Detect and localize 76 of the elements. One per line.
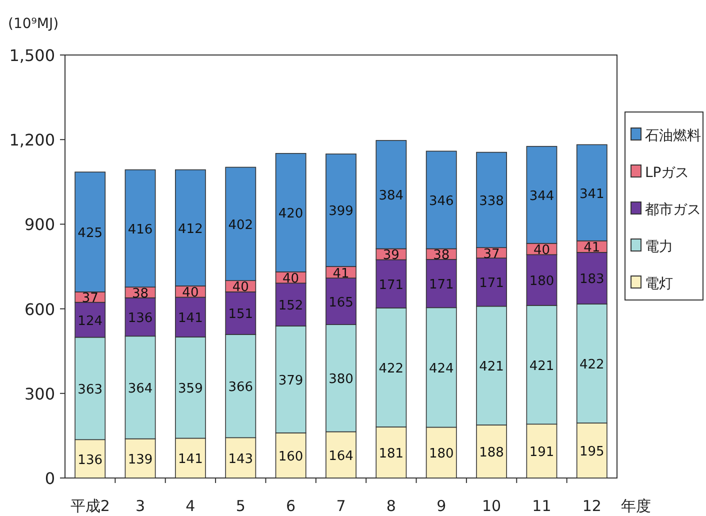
x-tick-label: 5 <box>236 497 246 515</box>
y-tick-label: 600 <box>24 300 55 319</box>
legend-label: 電灯 <box>645 276 673 292</box>
x-tick-label: 3 <box>136 497 146 515</box>
data-label: 40 <box>533 243 550 258</box>
x-tick-label: 平成2 <box>70 497 110 515</box>
data-label: 195 <box>579 444 604 460</box>
data-label: 379 <box>278 373 304 388</box>
data-label: 191 <box>529 445 554 460</box>
x-tick-label: 7 <box>336 497 346 515</box>
data-label: 402 <box>228 218 254 233</box>
data-label: 171 <box>428 278 454 293</box>
data-label: 364 <box>128 381 153 396</box>
data-label: 346 <box>428 194 454 209</box>
data-label: 39 <box>382 248 400 264</box>
data-label: 41 <box>332 266 350 282</box>
data-label: 420 <box>278 206 304 222</box>
data-label: 171 <box>479 276 504 292</box>
data-label: 160 <box>278 449 304 464</box>
data-label: 338 <box>479 194 504 209</box>
data-label: 399 <box>328 204 354 220</box>
data-label: 40 <box>232 280 249 296</box>
data-label: 141 <box>178 452 203 468</box>
legend-label: LPガス <box>645 165 690 181</box>
legend-label: 都市ガス <box>645 202 701 218</box>
data-label: 136 <box>78 452 103 468</box>
data-label: 124 <box>78 314 103 329</box>
data-label: 425 <box>78 226 103 241</box>
x-tick-label: 6 <box>286 497 296 515</box>
x-tick-label: 12 <box>582 497 602 515</box>
data-label: 422 <box>579 358 604 373</box>
data-label: 136 <box>128 310 153 326</box>
data-label: 40 <box>282 272 300 286</box>
legend-label: 石油燃料 <box>645 128 701 144</box>
x-tick-label: 4 <box>186 497 196 515</box>
data-label: 180 <box>529 274 554 290</box>
data-label: 416 <box>128 222 153 238</box>
data-label: 152 <box>278 298 304 314</box>
data-label: 139 <box>128 452 153 468</box>
x-axis-title: 年度 <box>621 497 651 515</box>
x-tick-label: 9 <box>436 497 446 515</box>
x-tick-label: 8 <box>386 497 396 515</box>
y-axis-title: (10⁹MJ) <box>8 16 59 32</box>
data-label: 164 <box>328 448 354 464</box>
data-label: 188 <box>479 445 504 460</box>
data-label: 424 <box>428 361 454 376</box>
y-tick-label: 1,500 <box>9 46 55 65</box>
x-tick-label: 11 <box>532 497 552 515</box>
data-label: 421 <box>479 360 504 375</box>
data-label: 141 <box>178 311 203 326</box>
data-label: 380 <box>328 372 354 388</box>
data-label: 344 <box>529 188 554 204</box>
data-label: 363 <box>78 382 103 398</box>
data-label: 165 <box>328 295 354 310</box>
y-tick-label: 1,200 <box>9 130 55 150</box>
data-label: 359 <box>178 382 203 397</box>
data-label: 183 <box>579 272 604 288</box>
data-label: 366 <box>228 380 254 396</box>
data-label: 40 <box>182 286 199 301</box>
data-label: 143 <box>228 452 254 467</box>
data-label: 421 <box>529 358 554 374</box>
y-tick-label: 900 <box>24 215 55 234</box>
data-label: 422 <box>378 361 404 376</box>
data-label: 341 <box>579 186 604 202</box>
data-label: 412 <box>178 222 203 237</box>
data-label: 38 <box>132 286 149 302</box>
legend-label: 電力 <box>645 239 673 255</box>
y-tick-label: 0 <box>44 469 55 488</box>
x-tick-label: 10 <box>482 497 502 515</box>
data-label: 384 <box>378 188 404 204</box>
y-tick-label: 300 <box>24 384 55 404</box>
data-label: 180 <box>428 446 454 462</box>
data-label: 171 <box>378 278 404 293</box>
data-label: 151 <box>228 307 254 322</box>
data-label: 41 <box>584 240 600 256</box>
data-label: 181 <box>378 446 404 462</box>
